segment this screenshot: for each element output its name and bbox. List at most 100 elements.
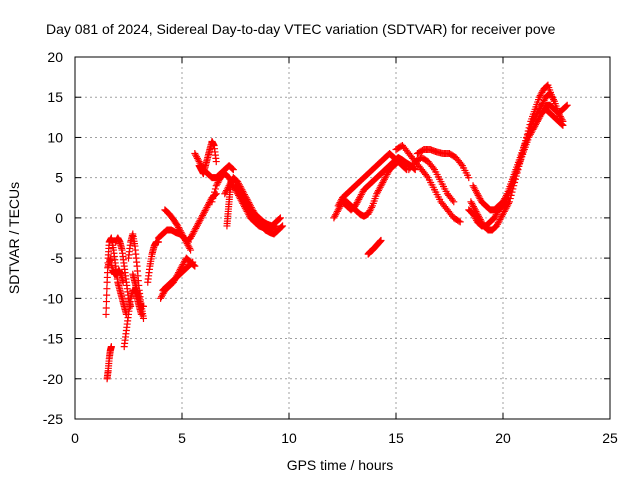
data-point bbox=[465, 174, 473, 182]
y-axis-label: SDTVAR / TECUs bbox=[6, 182, 22, 294]
data-point bbox=[561, 103, 569, 111]
data-point bbox=[558, 121, 566, 129]
data-point bbox=[549, 94, 557, 102]
data-point bbox=[472, 215, 480, 223]
data-point bbox=[377, 182, 385, 190]
data-point bbox=[189, 258, 197, 266]
data-point bbox=[200, 208, 208, 216]
x-tick-label: 20 bbox=[495, 430, 511, 446]
series-arc-y bbox=[405, 154, 458, 206]
data-point bbox=[474, 191, 482, 199]
data-point bbox=[229, 166, 237, 174]
data-point bbox=[352, 200, 360, 208]
data-point bbox=[472, 188, 480, 196]
data-point bbox=[202, 205, 210, 213]
data-point bbox=[210, 191, 218, 199]
data-point bbox=[526, 130, 534, 138]
data-point bbox=[394, 158, 402, 166]
data-point bbox=[499, 211, 507, 219]
data-point bbox=[196, 216, 204, 224]
plot-frame bbox=[74, 56, 611, 420]
axis-ticks bbox=[74, 56, 611, 420]
data-point bbox=[476, 195, 484, 203]
data-point bbox=[411, 166, 419, 174]
data-point bbox=[364, 210, 372, 218]
data-point bbox=[335, 200, 343, 208]
data-point bbox=[457, 160, 465, 168]
data-point bbox=[276, 215, 284, 223]
data-point bbox=[356, 194, 364, 202]
data-point bbox=[376, 183, 384, 191]
data-point bbox=[235, 188, 243, 196]
data-point bbox=[368, 203, 376, 211]
data-point bbox=[500, 200, 508, 208]
x-tick-labels: 0 5 10 15 20 25 bbox=[71, 430, 618, 446]
x-tick-label: 10 bbox=[281, 430, 297, 446]
data-point bbox=[157, 294, 165, 302]
data-point bbox=[188, 259, 196, 267]
y-tick-label: 10 bbox=[47, 129, 63, 145]
data-point bbox=[191, 262, 199, 270]
data-point bbox=[209, 195, 217, 203]
data-point bbox=[538, 108, 546, 116]
series-arc-z bbox=[413, 146, 473, 182]
data-point bbox=[188, 231, 196, 239]
data-point bbox=[193, 153, 201, 161]
data-point bbox=[102, 304, 110, 312]
data-point bbox=[243, 204, 251, 212]
data-point bbox=[185, 243, 193, 251]
data-point bbox=[334, 202, 342, 210]
data-point bbox=[470, 183, 478, 191]
data-point bbox=[278, 223, 286, 231]
data-point bbox=[233, 185, 241, 193]
y-tick-labels: 20 15 10 5 0 -5 -10 -15 -20 -25 bbox=[43, 49, 63, 427]
data-point bbox=[546, 89, 554, 97]
data-point bbox=[448, 196, 456, 204]
data-point bbox=[423, 172, 431, 180]
data-point bbox=[194, 220, 202, 228]
data-point bbox=[190, 228, 198, 236]
y-tick-label: 5 bbox=[55, 170, 63, 186]
data-point bbox=[357, 191, 365, 199]
data-point bbox=[179, 232, 187, 240]
series-arc-t bbox=[330, 158, 411, 222]
data-point bbox=[469, 203, 477, 211]
data-point bbox=[469, 210, 477, 218]
data-point bbox=[174, 222, 182, 230]
data-point bbox=[471, 213, 479, 221]
y-tick-label: 0 bbox=[55, 210, 63, 226]
data-point bbox=[175, 225, 183, 233]
data-point bbox=[355, 195, 363, 203]
data-point bbox=[223, 187, 231, 195]
data-point bbox=[502, 197, 510, 205]
data-point bbox=[392, 156, 400, 164]
data-point bbox=[536, 92, 544, 100]
data-point bbox=[493, 222, 501, 230]
data-point bbox=[469, 201, 477, 209]
data-point bbox=[535, 114, 543, 122]
data-point bbox=[354, 197, 362, 205]
data-point bbox=[193, 223, 201, 231]
data-point bbox=[471, 206, 479, 214]
data-point bbox=[198, 162, 206, 170]
data-point bbox=[538, 88, 546, 96]
data-point bbox=[380, 177, 388, 185]
data-point bbox=[139, 314, 147, 322]
x-tick-label: 5 bbox=[178, 430, 186, 446]
chart-title: Day 081 of 2024, Sidereal Day-to-day VTE… bbox=[46, 21, 556, 37]
data-point bbox=[450, 198, 458, 206]
data-point bbox=[211, 185, 219, 193]
data-point bbox=[276, 214, 284, 222]
data-point bbox=[537, 90, 545, 98]
data-point bbox=[199, 211, 207, 219]
data-point bbox=[197, 215, 205, 223]
x-tick-label: 25 bbox=[602, 430, 618, 446]
data-point bbox=[530, 124, 538, 132]
series-arc-h bbox=[144, 238, 162, 286]
data-point bbox=[493, 209, 501, 217]
data-point bbox=[336, 199, 344, 207]
series-arc-c bbox=[104, 254, 127, 286]
data-point bbox=[535, 93, 543, 101]
data-point bbox=[455, 217, 463, 225]
